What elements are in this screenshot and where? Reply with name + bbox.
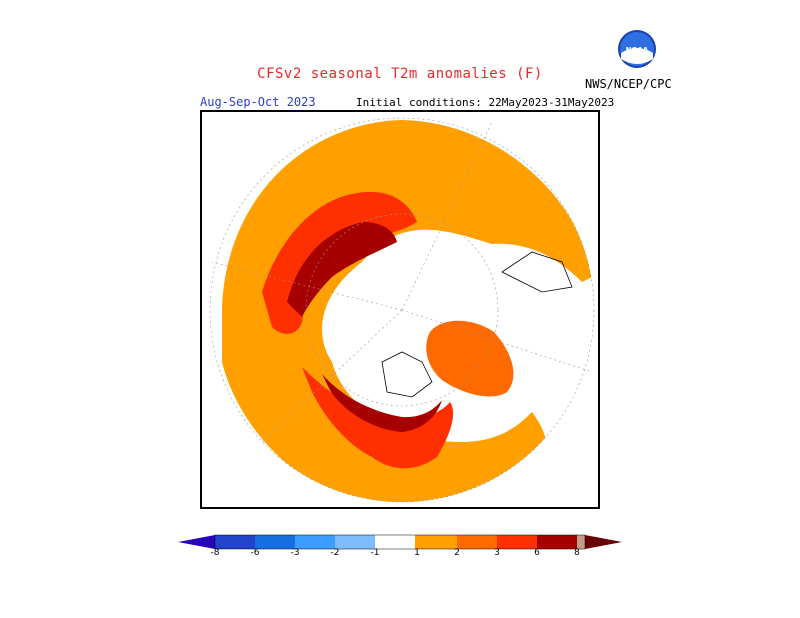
noaa-logo: NOAA bbox=[618, 30, 656, 68]
legend-swatch bbox=[497, 535, 537, 549]
legend-tick-label: -3 bbox=[290, 548, 300, 558]
map-panel bbox=[200, 110, 600, 509]
legend-swatch bbox=[457, 535, 497, 549]
legend-swatch bbox=[577, 535, 585, 549]
legend-arrow-warm bbox=[585, 535, 622, 549]
polar-map bbox=[209, 117, 595, 503]
anomaly-region-eurasia-dark bbox=[287, 222, 397, 317]
legend-tick-label: 3 bbox=[494, 548, 500, 558]
latitude-circle-outer bbox=[209, 117, 595, 503]
legend-swatch bbox=[537, 535, 577, 549]
legend-tick-label: 1 bbox=[414, 548, 420, 558]
legend-tick-label: -8 bbox=[210, 548, 220, 558]
meridian-line bbox=[261, 309, 403, 443]
legend-swatch bbox=[335, 535, 375, 549]
legend-swatch-neutral bbox=[375, 535, 415, 549]
latitude-circle-inner bbox=[305, 213, 499, 407]
anomaly-region-greenland bbox=[426, 320, 514, 397]
legend-tick-label: 6 bbox=[534, 548, 540, 558]
agency-label: NWS/NCEP/CPC bbox=[585, 77, 672, 91]
initial-conditions-label: Initial conditions: 22May2023-31May2023 bbox=[356, 96, 615, 109]
legend-tick-label: -1 bbox=[370, 548, 380, 558]
legend-tick-label: -6 bbox=[250, 548, 260, 558]
legend-tick-label: -2 bbox=[330, 548, 340, 558]
map-title: CFSv2 seasonal T2m anomalies (F) bbox=[257, 66, 543, 82]
legend-outline bbox=[214, 534, 586, 550]
legend-swatch bbox=[255, 535, 295, 549]
season-label: Aug-Sep-Oct 2023 bbox=[200, 95, 316, 109]
anomaly-region-north-america-dark bbox=[322, 374, 442, 432]
legend-swatch bbox=[215, 535, 255, 549]
legend-swatch bbox=[415, 535, 457, 549]
legend-swatch bbox=[295, 535, 335, 549]
meridian-line bbox=[401, 309, 593, 373]
color-legend bbox=[178, 534, 622, 550]
noaa-logo-text: NOAA bbox=[626, 46, 649, 54]
legend-arrow-cold bbox=[178, 535, 215, 549]
coastline-arctic-islands bbox=[381, 351, 433, 398]
coastline-scandinavia bbox=[501, 251, 573, 293]
legend-tick-label: 2 bbox=[454, 548, 460, 558]
legend-tick-label: 8 bbox=[574, 548, 580, 558]
